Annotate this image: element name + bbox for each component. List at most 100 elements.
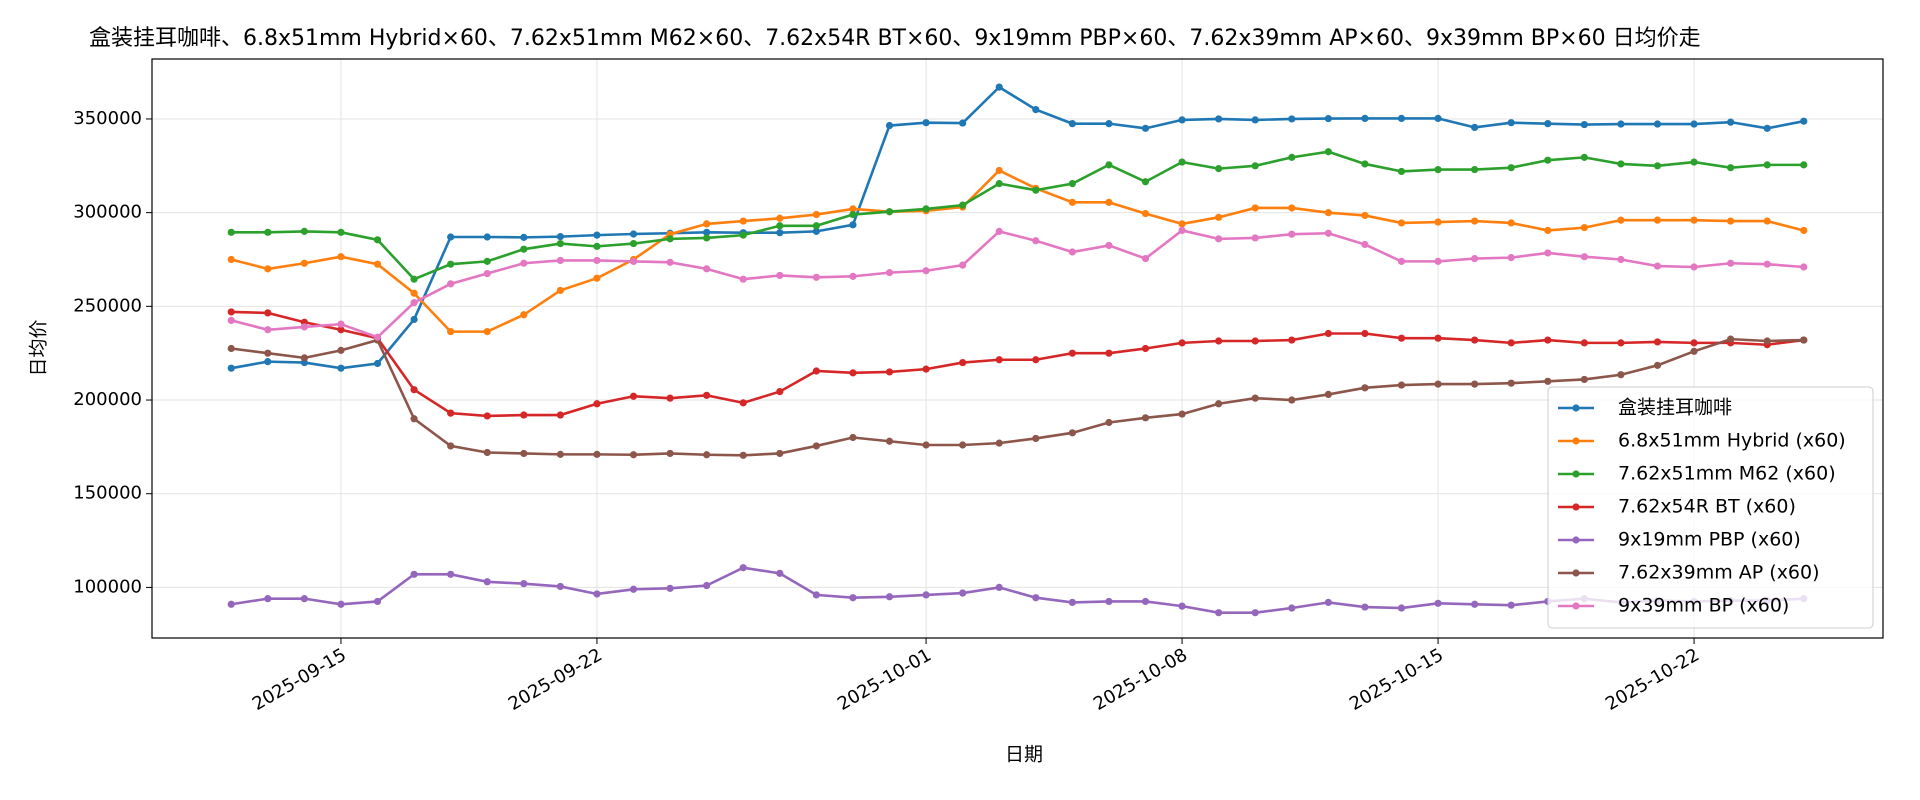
data-point: [1141, 597, 1150, 606]
data-point: [776, 222, 784, 230]
data-point: [1763, 161, 1771, 169]
data-point: [1251, 234, 1259, 242]
data-point: [849, 594, 857, 602]
data-point: [812, 367, 820, 375]
data-point: [1361, 329, 1369, 338]
legend-label: 7.62x39mm AP (x60): [1618, 562, 1820, 584]
data-point: [1434, 257, 1442, 265]
data-point: [227, 308, 235, 316]
data-point: [300, 259, 308, 267]
x-tick-label: 2025-10-08: [1090, 644, 1191, 714]
data-point: [1361, 384, 1369, 392]
data-point: [959, 358, 967, 367]
data-point: [373, 359, 382, 368]
data-point: [1251, 609, 1259, 617]
data-point: [1397, 381, 1406, 389]
data-point: [995, 227, 1003, 235]
data-point: [1763, 337, 1771, 345]
data-point: [520, 311, 528, 319]
data-point: [1288, 115, 1296, 123]
data-point: [1507, 601, 1515, 609]
data-point: [703, 220, 711, 228]
data-point: [1288, 204, 1296, 212]
data-point: [995, 439, 1003, 447]
data-point: [666, 235, 674, 243]
data-point: [1471, 165, 1479, 174]
data-point: [1215, 609, 1223, 617]
data-point: [849, 210, 857, 219]
data-point: [1507, 339, 1515, 347]
data-point: [1105, 198, 1113, 206]
data-point: [447, 570, 455, 578]
data-point: [1105, 597, 1113, 606]
legend: 盒装挂耳咖啡 6.8x51mm Hybrid (x60) 7.62x51mm M62…: [1547, 386, 1874, 629]
data-point: [1727, 335, 1735, 343]
legend-label: 9x19mm PBP (x60): [1618, 529, 1801, 551]
data-point: [447, 409, 455, 417]
data-point: [776, 229, 784, 237]
data-point: [1544, 120, 1552, 128]
data-point: [1032, 434, 1040, 443]
data-point: [1141, 254, 1150, 263]
data-point: [1653, 120, 1662, 128]
data-point: [1544, 249, 1552, 257]
data-point: [1800, 226, 1808, 235]
data-point: [1471, 600, 1479, 608]
data-point: [1215, 213, 1223, 221]
data-point: [1215, 165, 1223, 173]
data-point: [1032, 186, 1040, 194]
data-point: [1178, 602, 1186, 610]
data-point: [227, 600, 235, 608]
data-point: [483, 269, 491, 278]
data-point: [1800, 336, 1808, 344]
y-tick-label: 350000: [73, 108, 142, 129]
y-tick-label: 200000: [73, 389, 142, 410]
data-point: [520, 245, 528, 253]
data-point: [337, 320, 345, 328]
data-point: [1653, 162, 1662, 170]
data-point: [1178, 220, 1186, 228]
data-point: [1580, 253, 1588, 261]
data-point: [483, 257, 491, 265]
data-point: [483, 233, 491, 241]
data-point: [1105, 349, 1113, 357]
data-point: [300, 354, 308, 362]
data-point: [264, 358, 272, 366]
data-point: [885, 437, 894, 445]
data-point: [959, 589, 967, 597]
data-point: [1032, 594, 1040, 602]
data-point: [776, 271, 784, 280]
data-point: [447, 280, 455, 288]
data-point: [1653, 361, 1662, 369]
data-point: [1068, 248, 1076, 256]
data-point: [995, 583, 1003, 592]
data-point: [1141, 124, 1150, 132]
series-line: [230, 168, 1805, 333]
data-point: [1617, 339, 1625, 347]
data-point: [1068, 198, 1076, 206]
data-point: [1361, 603, 1369, 611]
data-point: [1800, 263, 1808, 271]
data-point: [1068, 120, 1076, 128]
data-point: [227, 255, 235, 264]
data-point: [337, 346, 345, 354]
data-point: [922, 119, 930, 127]
data-point: [1800, 117, 1808, 125]
data-point: [666, 258, 674, 266]
data-point: [1361, 114, 1369, 122]
data-point: [995, 166, 1003, 175]
data-point: [849, 272, 857, 280]
data-point: [1361, 160, 1369, 168]
data-point: [300, 227, 308, 235]
data-point: [1251, 204, 1259, 212]
data-point: [264, 349, 272, 357]
series-line: [231, 85, 1805, 370]
data-point: [922, 441, 930, 449]
data-point: [1580, 153, 1588, 161]
data-point: [1215, 400, 1223, 408]
data-point: [520, 233, 528, 241]
data-point: [264, 595, 272, 603]
data-point: [1324, 148, 1332, 156]
data-point: [1251, 116, 1259, 124]
data-point: [483, 412, 491, 420]
